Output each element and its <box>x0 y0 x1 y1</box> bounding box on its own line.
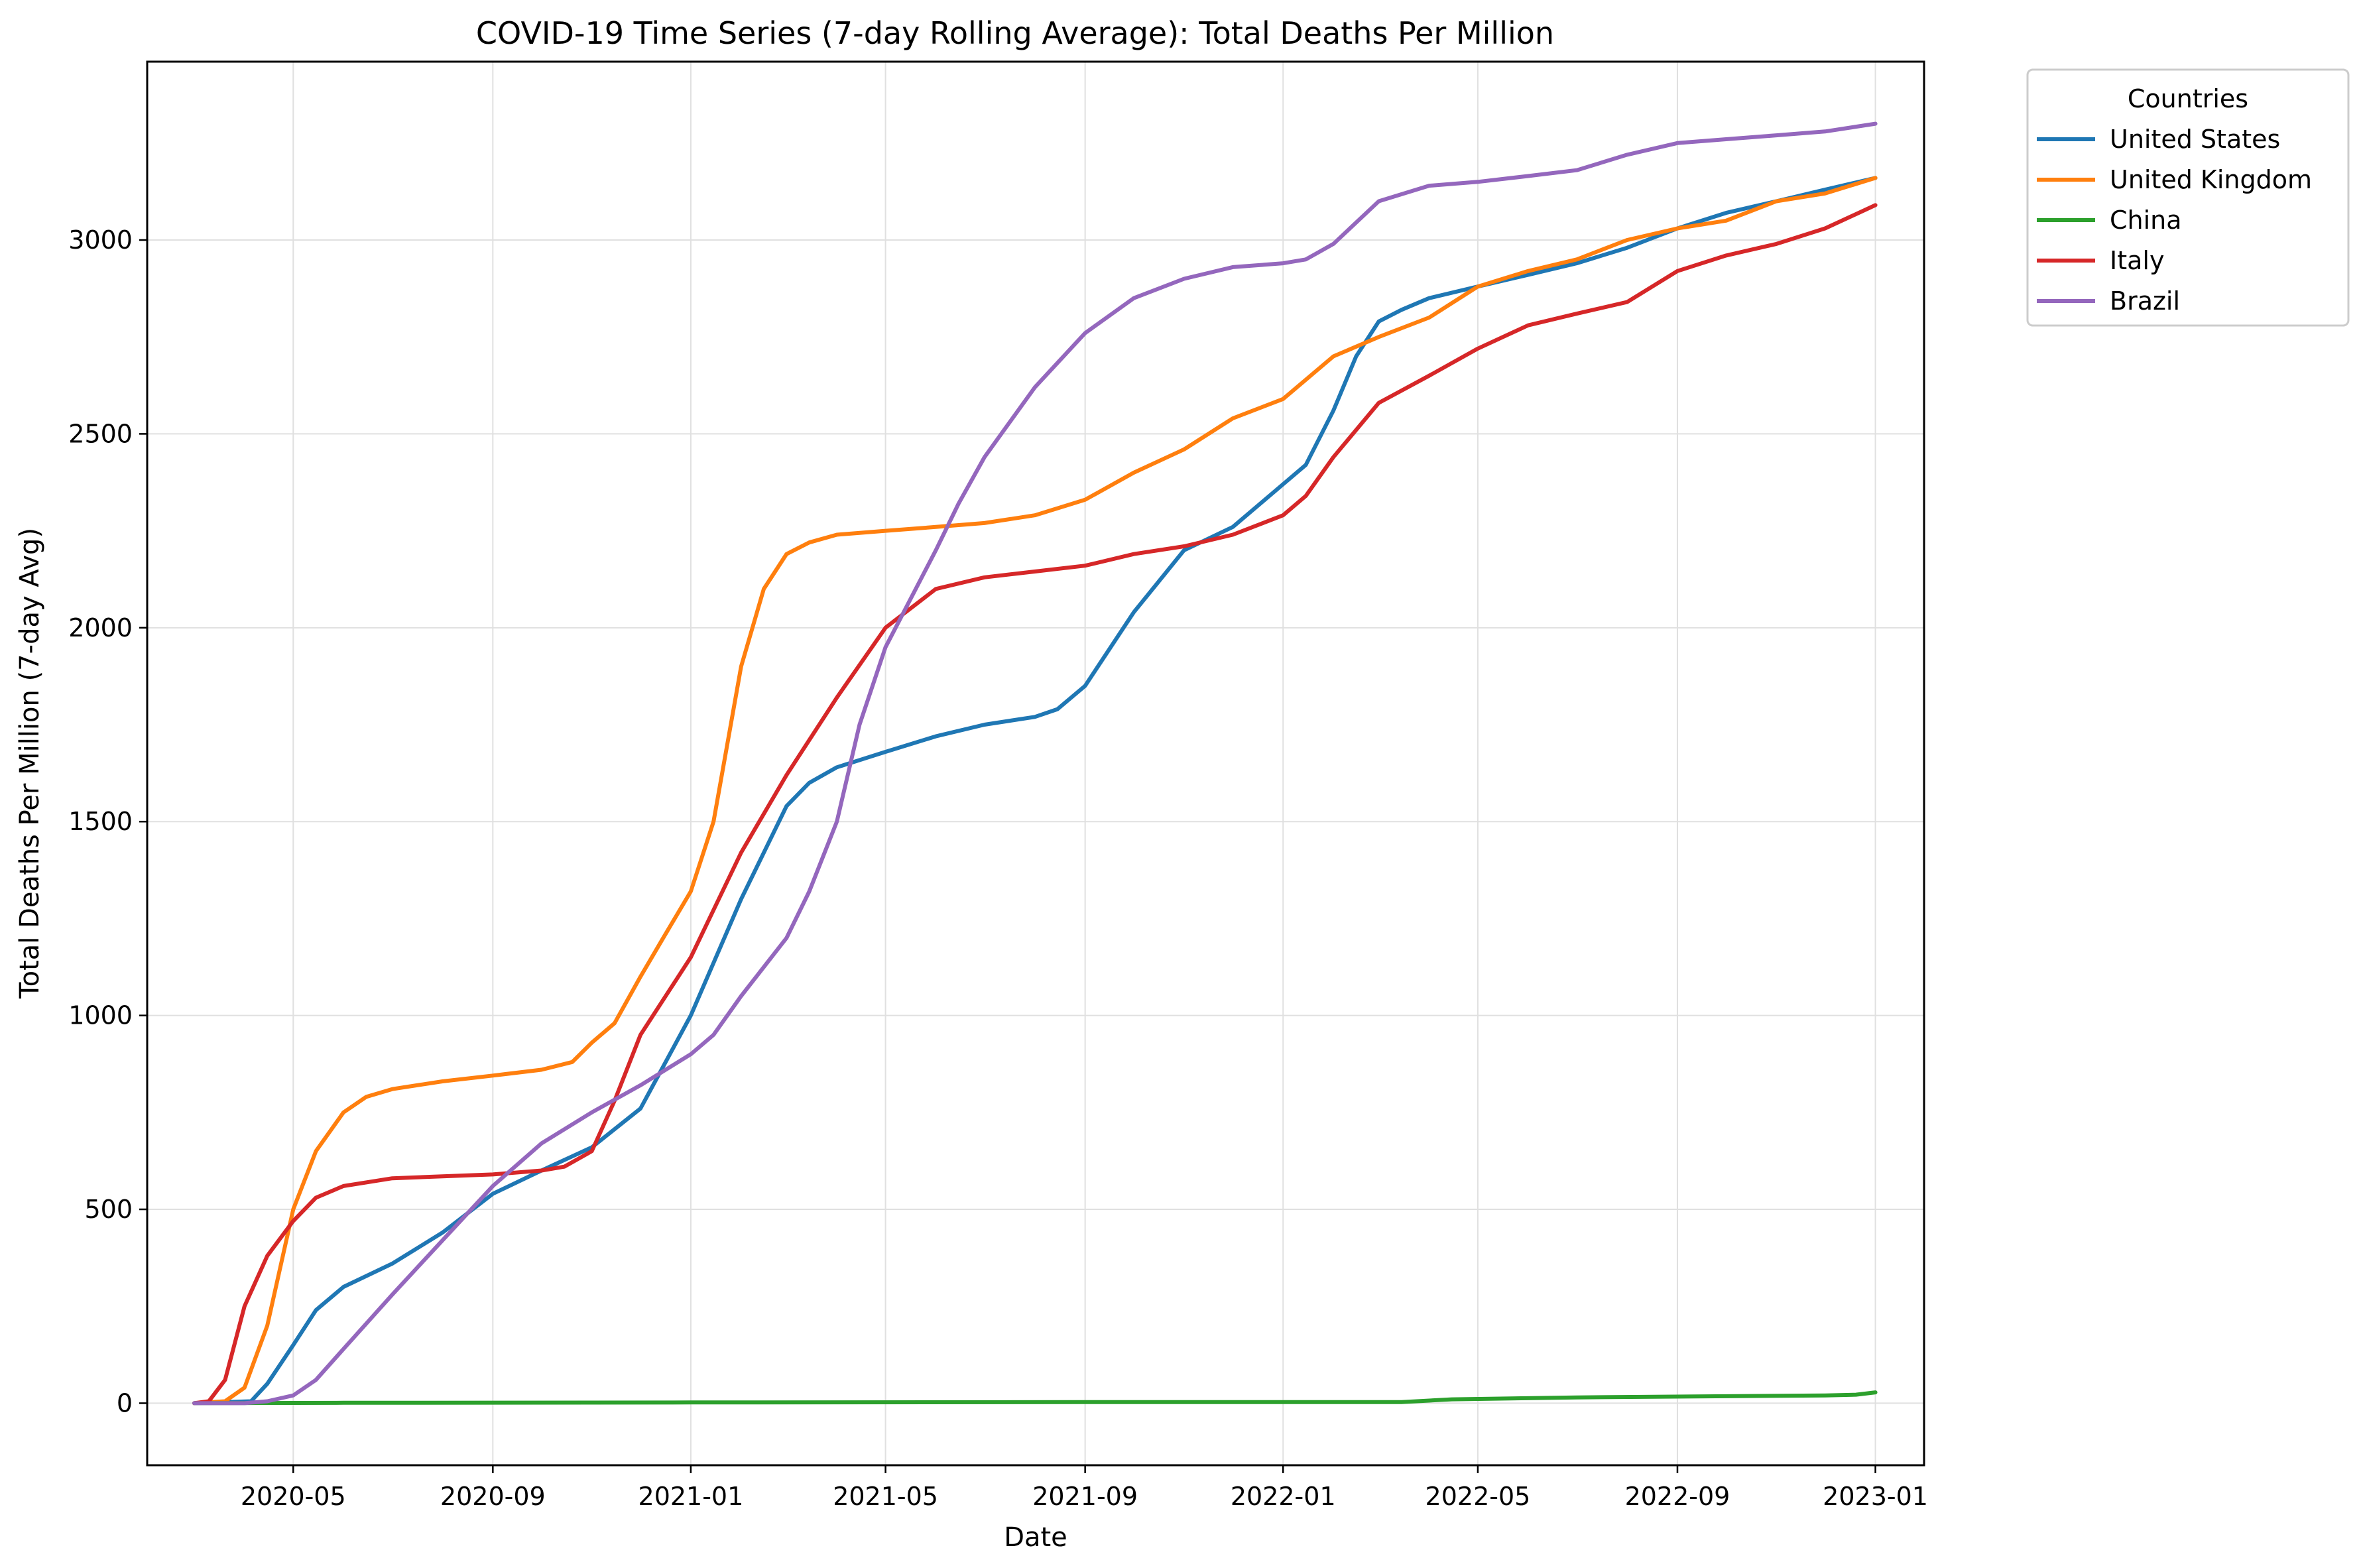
x-tick-label: 2021-09 <box>1032 1482 1138 1511</box>
legend-label-china: China <box>2110 206 2182 235</box>
series-lines <box>192 121 1878 1406</box>
grid <box>147 62 1924 1465</box>
legend: Countries United States United Kingdom Chi… <box>2026 68 2350 327</box>
series-line-brazil <box>192 121 1878 1406</box>
series-line-united-states <box>192 176 1878 1406</box>
series-line-china <box>192 1390 1878 1406</box>
legend-label-italy: Italy <box>2110 246 2164 275</box>
legend-entries: United States United Kingdom China Italy Bra… <box>2037 125 2312 316</box>
x-tick-label: 2020-05 <box>241 1482 346 1511</box>
legend-label-united-kingdom: United Kingdom <box>2110 165 2312 194</box>
y-tick-label: 1500 <box>68 807 133 836</box>
y-tick-label: 3000 <box>68 225 133 255</box>
x-tick-label: 2022-05 <box>1425 1482 1531 1511</box>
legend-title: Countries <box>2128 84 2248 113</box>
y-tick-label: 2500 <box>68 419 133 448</box>
legend-label-brazil: Brazil <box>2110 286 2180 316</box>
x-tick-label: 2022-09 <box>1625 1482 1730 1511</box>
x-axis: 2020-05 2020-09 2021-01 2021-05 2021-09 2022-… <box>241 1465 1928 1511</box>
y-axis-title: Total Deaths Per Million (7-day Avg) <box>15 528 45 999</box>
series-line-united-kingdom <box>192 176 1878 1406</box>
y-tick-label: 500 <box>84 1195 133 1224</box>
chart-title: COVID-19 Time Series (7-day Rolling Aver… <box>476 15 1554 51</box>
y-axis: 0 500 1000 1500 2000 2500 3000 <box>68 225 147 1417</box>
legend-label-united-states: United States <box>2110 125 2280 154</box>
x-tick-label: 2023-01 <box>1823 1482 1928 1511</box>
y-tick-label: 1000 <box>68 1001 133 1030</box>
series-line-italy <box>192 203 1878 1406</box>
y-tick-label: 2000 <box>68 613 133 642</box>
x-tick-label: 2020-09 <box>440 1482 546 1511</box>
x-tick-label: 2021-01 <box>638 1482 744 1511</box>
x-tick-label: 2022-01 <box>1231 1482 1336 1511</box>
y-tick-label: 0 <box>117 1388 133 1417</box>
x-axis-title: Date <box>1004 1522 1067 1553</box>
x-tick-label: 2021-05 <box>833 1482 938 1511</box>
plot-area-frame <box>146 60 1925 1467</box>
legend-frame <box>2026 68 2350 327</box>
